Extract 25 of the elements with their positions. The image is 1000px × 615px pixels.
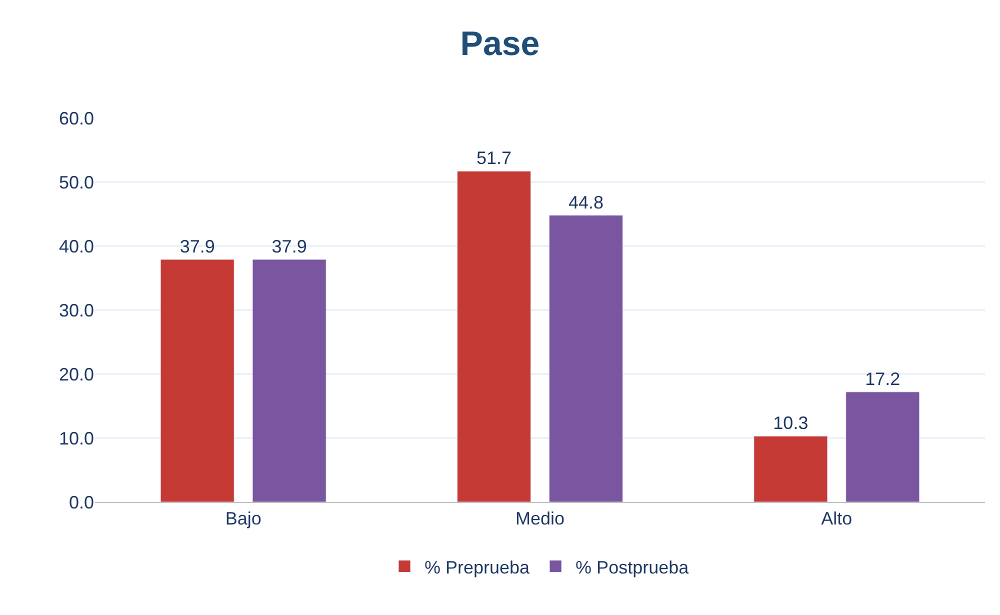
y-tick-label: 30.0: [58, 300, 94, 320]
bar: [252, 259, 326, 502]
legend-label: % Postprueba: [576, 557, 690, 578]
bar: [754, 436, 828, 502]
x-tick-label: Bajo: [225, 508, 262, 529]
x-tick-label: Alto: [821, 508, 852, 529]
y-tick-label: 40.0: [58, 236, 94, 256]
data-label: 17.2: [865, 368, 900, 389]
bar: [456, 170, 532, 502]
bar: [160, 259, 234, 502]
data-label: 37.9: [180, 236, 215, 256]
bar: [548, 215, 624, 502]
y-tick-label: 60.0: [58, 108, 94, 128]
data-label: 44.8: [568, 192, 604, 212]
y-tick-label: 10.0: [58, 428, 94, 448]
data-label: 10.3: [773, 413, 808, 434]
legend-label: % Preprueba: [424, 557, 531, 578]
data-label: 51.7: [476, 148, 512, 168]
bar: [846, 392, 920, 502]
y-tick-label: 0.0: [68, 492, 94, 512]
chart-title: Pase: [460, 24, 540, 63]
data-label: 37.9: [272, 236, 307, 256]
y-tick-label: 50.0: [58, 172, 94, 192]
x-tick-label: Medio: [515, 508, 565, 529]
y-tick-label: 20.0: [58, 364, 94, 384]
